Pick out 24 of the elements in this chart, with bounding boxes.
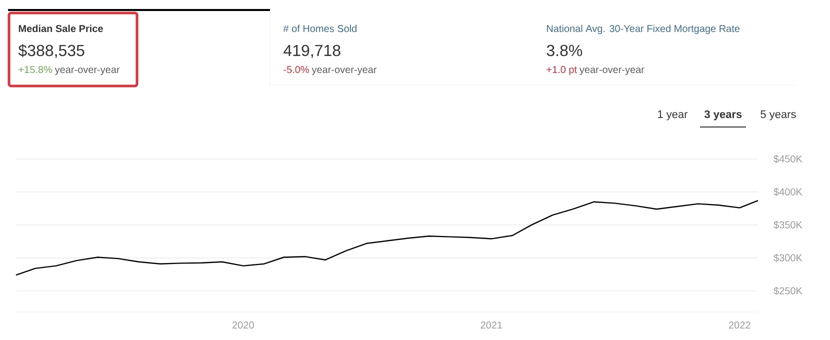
y-tick-label: $350K	[774, 220, 802, 229]
text: -5.0%	[284, 66, 309, 74]
x-tick-label: 2021	[480, 322, 502, 329]
text: year-over-year	[579, 68, 644, 76]
y-tick-label: $300K	[774, 254, 802, 262]
text: National Avg. 30-Year Fixed Mortgage Rate	[547, 24, 740, 34]
text: # of Homes Sold	[283, 24, 356, 32]
text: +15.8%	[18, 66, 52, 74]
text: year-over-year	[312, 68, 377, 76]
text: 1 year	[658, 110, 688, 120]
text: 419,718	[284, 44, 340, 58]
text: 5 years	[760, 110, 796, 120]
text: year-over-year	[54, 68, 120, 76]
y-tick-label: $250K	[774, 286, 802, 295]
y-tick-label: $400K	[774, 188, 802, 196]
text: +1.0 pt	[546, 66, 577, 76]
text: 3 years	[704, 110, 742, 120]
chart-subtitle: $388,535	[18, 44, 84, 58]
x-tick-label: 2022	[729, 322, 750, 329]
x-tick-label: 2020	[232, 322, 254, 329]
chart-title: Median Sale Price	[18, 24, 103, 32]
text: 3.8%	[546, 44, 582, 56]
line-series	[15, 200, 759, 276]
y-tick-label: $450K	[774, 154, 802, 164]
